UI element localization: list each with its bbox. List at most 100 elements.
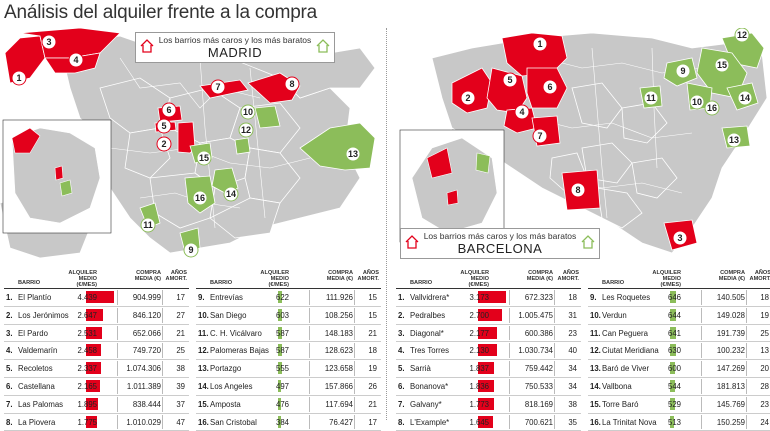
page-title: Análisis del alquiler frente a la compra bbox=[4, 2, 318, 23]
house-icon bbox=[316, 39, 330, 53]
cell-anos: 39 bbox=[176, 381, 185, 391]
column-separator bbox=[554, 361, 555, 376]
cell-anos: 17 bbox=[368, 417, 377, 427]
barcelona-expensive-table: BARRIO ALQUILER MEDIO (€/MES) COMPRA MEDIA… bbox=[396, 268, 581, 431]
column-separator bbox=[509, 325, 510, 341]
madrid-marker-label: 6 bbox=[166, 105, 171, 115]
bcn-marker-label: 14 bbox=[740, 93, 750, 103]
cell-compra: 1.010.029 bbox=[126, 417, 161, 427]
madrid-marker-label: 10 bbox=[243, 107, 253, 117]
bcn-marker-label: 12 bbox=[737, 30, 747, 40]
table-row: 16. La Trinitat Nova 513 150.259 24 bbox=[588, 414, 770, 431]
bcn-marker-label: 7 bbox=[537, 131, 542, 141]
cell-name: Palomeras Bajas bbox=[210, 346, 269, 356]
cell-compra: 1.030.734 bbox=[518, 346, 553, 356]
cell-alquiler: 513 bbox=[667, 417, 681, 427]
cell-alquiler: 2.130 bbox=[469, 346, 489, 356]
column-separator bbox=[509, 343, 510, 359]
column-separator bbox=[701, 378, 702, 394]
cell-anos: 21 bbox=[368, 399, 377, 409]
table-row: 15. Torre Baró 529 145.769 23 bbox=[588, 396, 770, 414]
table-row: 9. Les Roquetes 646 140.505 18 bbox=[588, 289, 770, 307]
cell-name: Les Roquetes bbox=[602, 293, 651, 302]
cell-compra: 149.028 bbox=[716, 310, 745, 320]
cell-compra: 191.739 bbox=[716, 328, 745, 338]
cell-num: 13. bbox=[198, 364, 209, 374]
column-separator bbox=[162, 361, 163, 376]
cell-name: Can Peguera bbox=[602, 328, 648, 338]
column-header-barrio: BARRIO bbox=[18, 280, 41, 286]
cell-anos: 18 bbox=[368, 346, 377, 356]
madrid-marker-label: 16 bbox=[195, 193, 205, 203]
rent-bar bbox=[86, 362, 101, 375]
table-row: 4. Valdemarín 2.458 749.720 25 bbox=[4, 342, 189, 361]
column-separator bbox=[309, 290, 310, 305]
column-header-alquiler: ALQUILER MEDIO (€/MES) bbox=[260, 270, 289, 288]
column-separator bbox=[746, 325, 747, 341]
table-row: 7. Las Palomas 1.895 838.444 37 bbox=[4, 396, 189, 414]
column-separator bbox=[701, 343, 702, 359]
table-row: 3. Diagonal* 2.177 600.386 23 bbox=[396, 325, 581, 343]
cell-compra: 140.505 bbox=[716, 293, 745, 302]
madrid-marker-label: 1 bbox=[16, 73, 21, 83]
rent-bar bbox=[86, 397, 98, 410]
madrid-marker-label: 12 bbox=[241, 125, 251, 135]
rent-bar bbox=[670, 326, 676, 339]
cell-num: 16. bbox=[590, 417, 601, 427]
cell-name: Vallvidrera* bbox=[410, 293, 450, 302]
madrid-district-10 bbox=[254, 105, 281, 129]
house-icon bbox=[140, 39, 154, 53]
cell-num: 13. bbox=[590, 364, 601, 374]
column-separator bbox=[354, 396, 355, 412]
cell-anos: 23 bbox=[568, 328, 577, 338]
cell-compra: 145.769 bbox=[716, 399, 745, 409]
rent-bar bbox=[86, 308, 103, 321]
column-divider bbox=[386, 28, 387, 420]
column-separator bbox=[746, 361, 747, 376]
cell-num: 8. bbox=[398, 417, 405, 427]
cell-alquiler: 384 bbox=[275, 417, 289, 427]
rent-bar bbox=[670, 362, 675, 375]
cell-num: 2. bbox=[6, 310, 13, 320]
cell-name: El Pardo bbox=[18, 328, 48, 338]
column-separator bbox=[117, 414, 118, 430]
column-header-anos: AÑOS AMORT. bbox=[165, 270, 187, 282]
column-header-anos: AÑOS AMORT. bbox=[749, 270, 770, 282]
bcn-marker-label: 4 bbox=[519, 107, 524, 117]
table-row: 1. El Plantío 4.439 904.999 17 bbox=[4, 289, 189, 307]
rent-bar bbox=[478, 326, 497, 339]
bcn-marker-label: 3 bbox=[677, 233, 682, 243]
column-header-compra: COMPRA MEDIA (€) bbox=[326, 270, 353, 282]
cell-anos: 34 bbox=[568, 364, 577, 374]
column-separator bbox=[117, 290, 118, 305]
bcn-marker-label: 1 bbox=[537, 39, 542, 49]
cell-anos: 15 bbox=[368, 310, 377, 320]
barcelona-legend-caption: Los barrios más caros y los más baratos bbox=[423, 231, 577, 241]
rent-bar bbox=[478, 308, 502, 321]
column-separator bbox=[509, 290, 510, 305]
column-separator bbox=[509, 414, 510, 430]
column-separator bbox=[117, 307, 118, 323]
cell-num: 12. bbox=[198, 346, 209, 356]
cell-anos: 23 bbox=[760, 399, 769, 409]
column-separator bbox=[701, 414, 702, 430]
cell-alquiler: 641 bbox=[667, 328, 681, 338]
cell-compra: 150.259 bbox=[716, 417, 745, 427]
bcn-marker-label: 10 bbox=[692, 97, 702, 107]
cell-compra: 147.269 bbox=[716, 364, 745, 374]
table-header: BARRIO ALQUILER MEDIO (€/MES) COMPRA MEDIA… bbox=[396, 268, 581, 289]
column-header-compra: COMPRA MEDIA (€) bbox=[526, 270, 553, 282]
cell-alquiler: 587 bbox=[275, 328, 289, 338]
madrid-marker-label: 4 bbox=[73, 55, 78, 65]
cell-anos: 37 bbox=[176, 399, 185, 409]
rent-bar bbox=[86, 344, 101, 357]
cell-anos: 34 bbox=[568, 381, 577, 391]
table-header: BARRIO ALQUILER MEDIO (€/MES) COMPRA MEDIA… bbox=[588, 268, 770, 289]
cell-alquiler: 2.177 bbox=[469, 328, 489, 338]
column-separator bbox=[309, 343, 310, 359]
column-separator bbox=[354, 290, 355, 305]
madrid-inset bbox=[2, 119, 112, 234]
cell-compra: 100.232 bbox=[716, 346, 745, 356]
cell-anos: 17 bbox=[176, 293, 185, 302]
cell-anos: 13 bbox=[760, 346, 769, 356]
